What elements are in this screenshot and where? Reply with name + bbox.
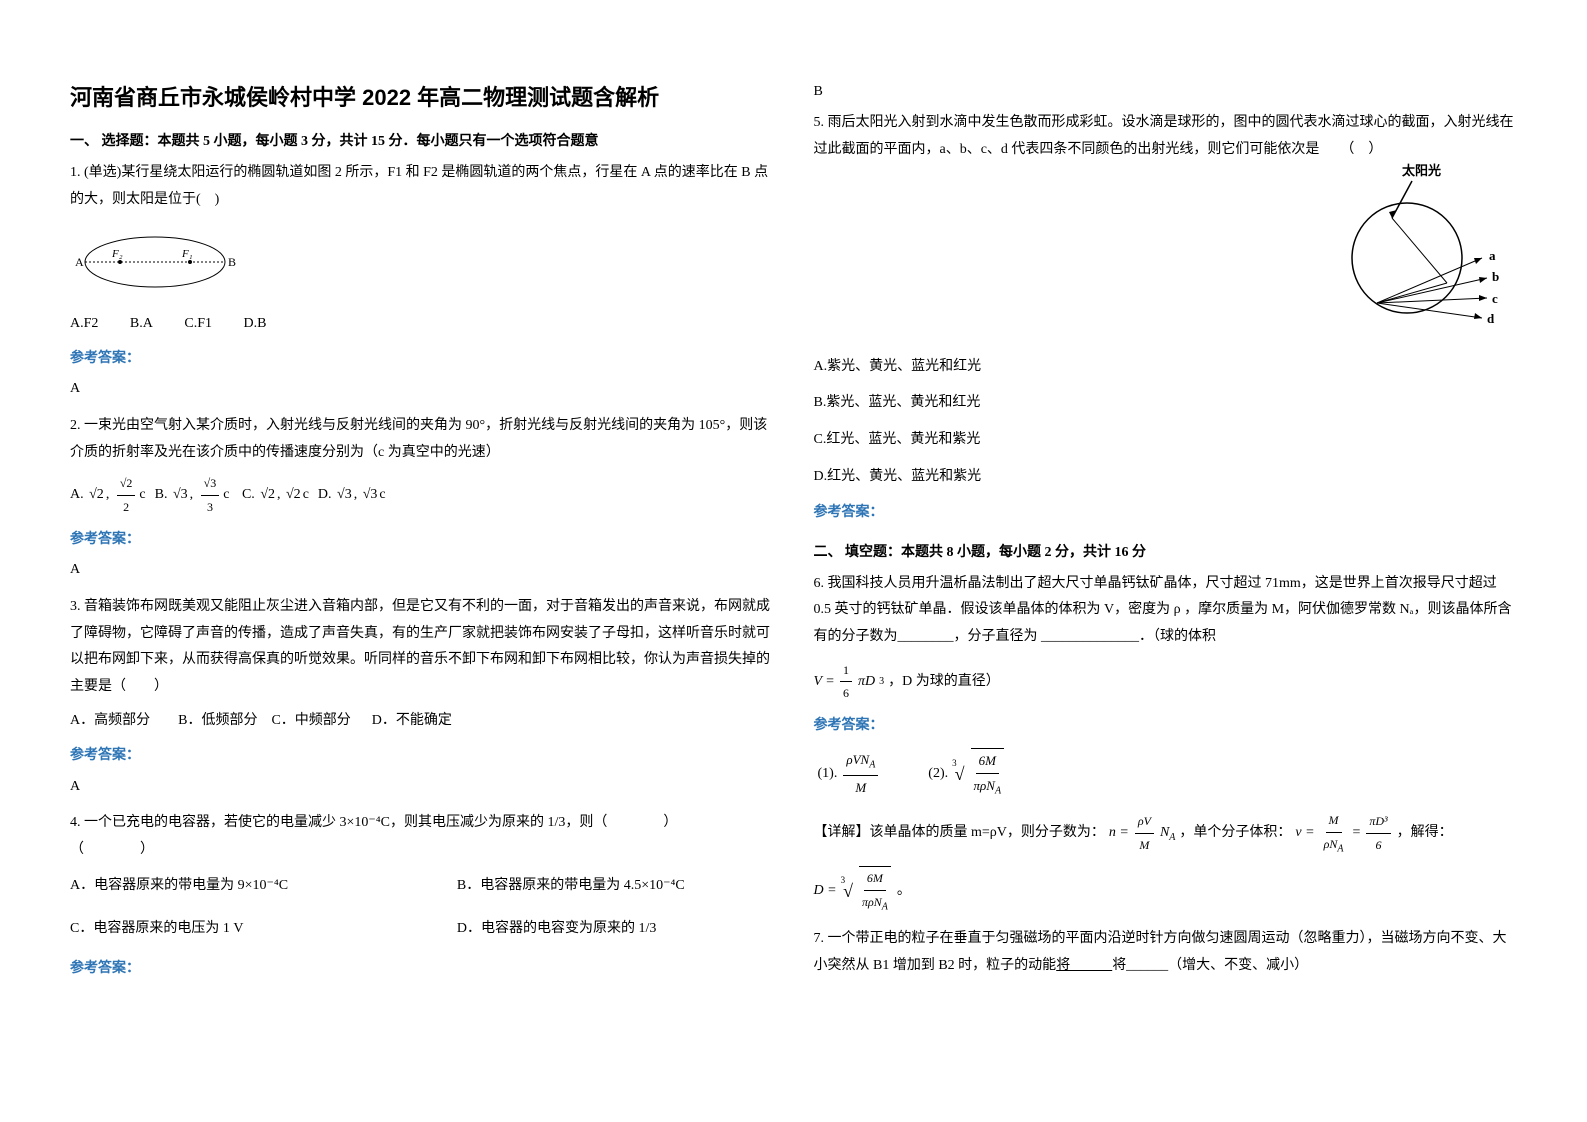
ray-a: a [1489,248,1496,263]
section2-header: 二、 填空题：本题共 8 小题，每小题 2 分，共计 16 分 [814,541,1518,561]
q5-options: A.紫光、黄光、蓝光和红光 B.紫光、蓝光、黄光和红光 C.红光、蓝光、黄光和紫… [814,354,1518,490]
q7-underline: 将 [1056,958,1112,973]
q6-result: D = 3 √ 6M πρNA 。 [814,866,1518,916]
q5-answer-label: 参考答案： [814,500,1518,527]
sqrt2-c2: √2 [286,482,301,509]
q6-volume-formula: V= 16 πD3 ，D 为球的直径） [814,659,1518,706]
label-B: B [228,255,236,269]
sqrt2-c: √2 [260,482,275,509]
left-column: 河南省商丘市永城侯岭村中学 2022 年高二物理测试题含解析 一、 选择题：本题… [50,80,794,1082]
label-A: A [75,255,84,269]
q2-options-formula: A. √2, √22 c B. √3, √33 c C. √2, √2 c D.… [70,472,774,519]
q1-optD: D.B [243,316,266,331]
q5-optA: A.紫光、黄光、蓝光和红光 [814,354,1518,381]
question-6: 6. 我国科技人员用升温析晶法制出了超大尺寸单晶钙钛矿晶体，尺寸超过 71mm，… [814,571,1518,917]
cuberoot-icon: 3 √ [952,757,964,791]
q2-answer-label: 参考答案： [70,527,774,554]
sun-label: 太阳光 [1401,163,1441,178]
q1-answer: A [70,376,774,403]
q6-explain-mid: ，单个分子体积： [1179,820,1291,847]
right-column: B 5. 雨后太阳光入射到水滴中发生色散而形成彩虹。设水滴是球形的，图中的圆代表… [794,80,1538,1082]
sqrt3-d2: √3 [363,482,378,509]
sqrt2: √2 [89,482,104,509]
q6-ans1: (1). ρVNA M (2). 3 √ 6M πρNA [814,748,1518,801]
q5-optB: B.紫光、蓝光、黄光和红光 [814,390,1518,417]
opt-D-label: D. [318,482,335,509]
frac-sqrt3-3: √33 [201,472,220,519]
q6-ans2-label: (2). [928,761,948,788]
q1-optC: C.F1 [184,316,212,331]
q6-explain: 【详解】该单晶体的质量 m=ρV，则分子数为： n = ρVM NA ，单个分子… [814,809,1518,858]
q6-explain-prefix: 【详解】该单晶体的质量 m=ρV，则分子数为： [814,820,1105,847]
q1-optA: A.F2 [70,316,98,331]
q3-options: A．高频部分 B．低频部分 C．中频部分 D．不能确定 [70,708,774,735]
q4-answer: B [814,84,1518,100]
q1-answer-label: 参考答案： [70,346,774,373]
q4-optC: C．电容器原来的电压为 1 V [70,916,457,943]
ellipse-svg: A F₂ F₁ B [70,227,240,297]
q7-text2: 将______（增大、不变、减小） [1112,958,1308,973]
label-F1: F₁ [181,248,193,260]
q4-optA: A．电容器原来的带电量为 9×10⁻⁴C [70,873,457,900]
q5-text: 5. 雨后太阳光入射到水滴中发生色散而形成彩虹。设水滴是球形的，图中的圆代表水滴… [814,115,1514,157]
q6-formula-tail: ，D 为球的直径） [888,669,1000,696]
ray-c: c [1492,291,1498,306]
question-4: 4. 一个已充电的电容器，若使它的电量减少 3×10⁻⁴C，则其电压减少为原来的… [70,810,774,983]
q1-text: 1. (单选)某行星绕太阳运行的椭圆轨道如图 2 所示，F1 和 F2 是椭圆轨… [70,160,774,213]
c-2: c [223,482,240,509]
ray-d: d [1487,311,1495,326]
question-5: 5. 雨后太阳光入射到水滴中发生色散而形成彩虹。设水滴是球形的，图中的圆代表水滴… [814,110,1518,527]
c-4: c [379,482,385,509]
q2-text: 2. 一束光由空气射入某介质时，入射光线与反射光线间的夹角为 90°，折射光线与… [70,413,774,466]
c-3: c [303,482,316,509]
q3-answer: A [70,774,774,801]
q1-optB: B.A [130,316,153,331]
question-3: 3. 音箱装饰布网既美观又能阻止灰尘进入音箱内部，但是它又有不利的一面，对于音箱… [70,594,774,800]
page-title: 河南省商丘市永城侯岭村中学 2022 年高二物理测试题含解析 [70,80,774,112]
opt-A-label: A. [70,482,87,509]
q3-answer-label: 参考答案： [70,743,774,770]
opt-B-label: B. [155,482,171,509]
sqrt3-d: √3 [337,482,352,509]
q5-optD: D.红光、黄光、蓝光和紫光 [814,464,1518,491]
sqrt3: √3 [173,482,188,509]
q6-answer-label: 参考答案： [814,713,1518,740]
q4-optB: B．电容器原来的带电量为 4.5×10⁻⁴C [457,873,685,900]
label-F2: F₂ [111,248,123,260]
rainbow-diagram: 太阳光 a b c [1317,163,1517,344]
q6-text: 6. 我国科技人员用升温析晶法制出了超大尺寸单晶钙钛矿晶体，尺寸超过 71mm，… [814,571,1518,651]
frac-sqrt2-2: √22 [117,472,136,519]
rainbow-svg: 太阳光 a b c [1317,163,1517,333]
q4-paren: （ ） [70,837,774,864]
question-7: 7. 一个带正电的粒子在垂直于匀强磁场的平面内沿逆时针方向做匀速圆周运动（忽略重… [814,926,1518,979]
q3-text: 3. 音箱装饰布网既美观又能阻止灰尘进入音箱内部，但是它又有不利的一面，对于音箱… [70,594,774,700]
opt-C-label: C. [242,482,258,509]
q5-optC: C.红光、蓝光、黄光和紫光 [814,427,1518,454]
cuberoot-icon-2: 3 √ [841,874,853,908]
q4-optD: D．电容器的电容变为原来的 1/3 [457,916,657,943]
q4-answer-label: 参考答案： [70,956,774,983]
q6-explain-end: ，解得： [1397,820,1453,847]
q2-answer: A [70,557,774,584]
q4-text: 4. 一个已充电的电容器，若使它的电量减少 3×10⁻⁴C，则其电压减少为原来的… [70,810,774,837]
question-2: 2. 一束光由空气射入某介质时，入射光线与反射光线间的夹角为 90°，折射光线与… [70,413,774,584]
c-1: c [139,482,152,509]
question-1: 1. (单选)某行星绕太阳运行的椭圆轨道如图 2 所示，F1 和 F2 是椭圆轨… [70,160,774,403]
q1-options: A.F2 B.A C.F1 D.B [70,311,774,338]
q6-ans1-label: (1). [818,761,838,788]
ray-b: b [1492,269,1499,284]
q1-ellipse-diagram: A F₂ F₁ B [70,227,774,297]
section1-header: 一、 选择题：本题共 5 小题，每小题 3 分，共计 15 分．每小题只有一个选… [70,130,774,150]
